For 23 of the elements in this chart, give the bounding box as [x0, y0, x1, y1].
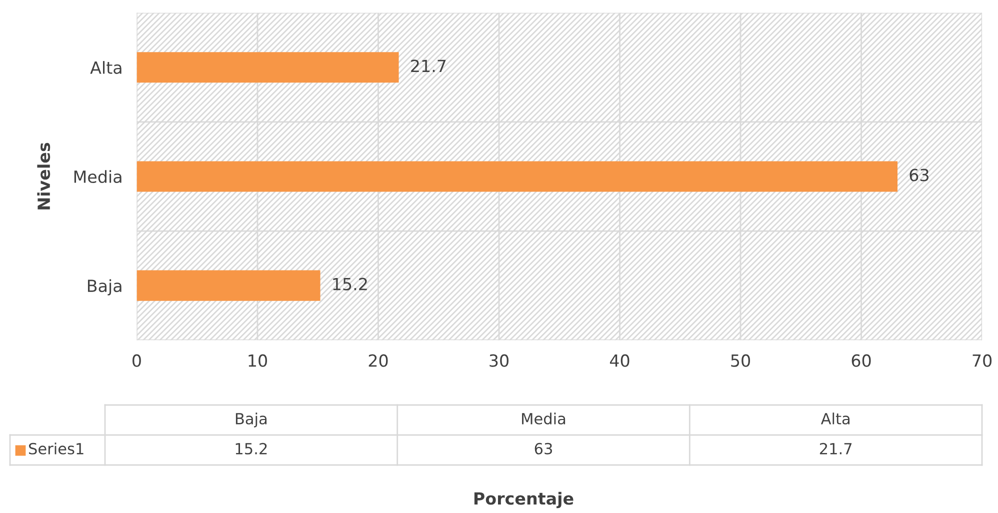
y-tick-label: Media	[74, 170, 122, 184]
x-tick-label: 0	[132, 354, 141, 367]
x-tick-label: 10	[248, 354, 267, 367]
category-label: Alta	[820, 412, 850, 424]
x-tick-label: 60	[852, 354, 871, 367]
x-tick-label: 20	[368, 354, 388, 367]
data-label: 21.7	[411, 60, 446, 72]
x-tick-label: 30	[490, 354, 508, 367]
y-tick-label: Baja	[88, 279, 122, 296]
legend-label: Series1	[29, 442, 84, 454]
category-label: Baja	[236, 412, 267, 428]
text: 63	[534, 442, 552, 454]
category-label: Media	[522, 412, 566, 424]
x-tick-label: 50	[731, 354, 750, 367]
x-tick-label: 40	[610, 354, 630, 367]
text: 15.2	[236, 442, 267, 454]
y-tick-label: Alta	[90, 61, 122, 74]
text: 21.7	[820, 442, 852, 454]
text: Porcentaje	[474, 492, 574, 508]
y-axis-title: Niveles	[37, 142, 50, 210]
data-label: 15.2	[333, 278, 367, 290]
data-label: 63	[910, 168, 928, 182]
x-tick-label: 70	[972, 354, 992, 367]
